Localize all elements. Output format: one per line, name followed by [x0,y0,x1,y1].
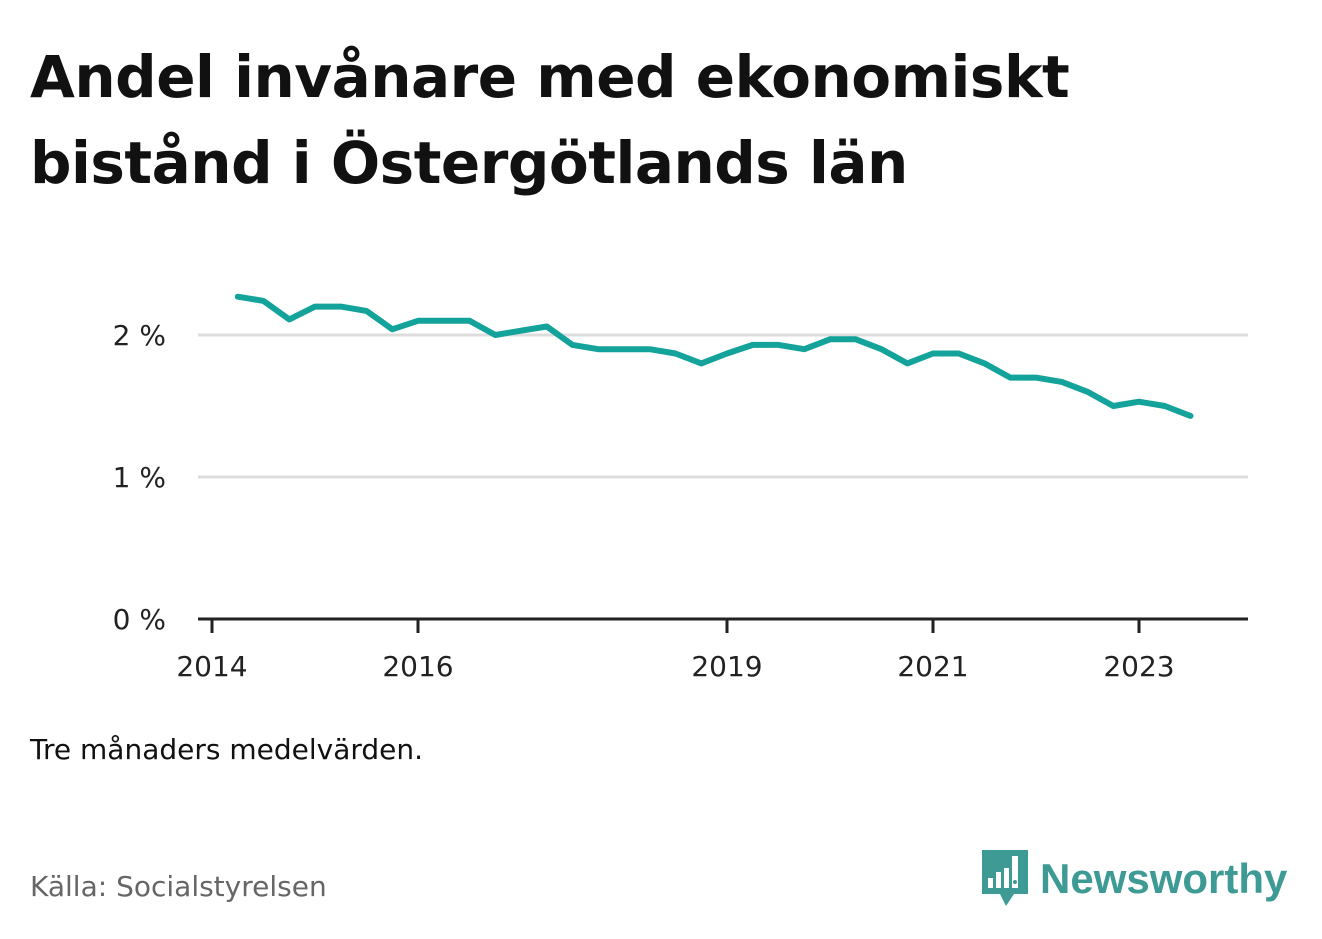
gridlines [198,333,1248,479]
chart-title: Andel invånare med ekonomiskt bistånd i … [30,43,1070,197]
x-tick-label: 2014 [176,650,247,683]
brand-name: Newsworthy [1040,855,1288,902]
bar-chart-speech-bubble-icon [982,850,1028,906]
series-line [234,293,1194,419]
y-tick-label: 2 % [113,319,166,352]
x-tick-label: 2023 [1103,650,1174,683]
y-tick-label: 1 % [113,461,166,494]
newsworthy-logo[interactable]: Newsworthy [980,848,1287,910]
line-chart: 0 % 1 % 2 % 2014 2016 2019 2021 2023 [113,293,1248,683]
x-tick-label: 2016 [382,650,453,683]
y-axis-tick-labels: 0 % 1 % 2 % [113,319,166,636]
x-axis [198,617,1248,633]
x-axis-tick-labels: 2014 2016 2019 2021 2023 [176,650,1174,683]
y-tick-label: 0 % [113,603,166,636]
source-credit: Källa: Socialstyrelsen [30,870,327,903]
x-tick-label: 2019 [691,650,762,683]
x-tick-label: 2021 [897,650,968,683]
chart-note: Tre månaders medelvärden. [30,733,424,766]
